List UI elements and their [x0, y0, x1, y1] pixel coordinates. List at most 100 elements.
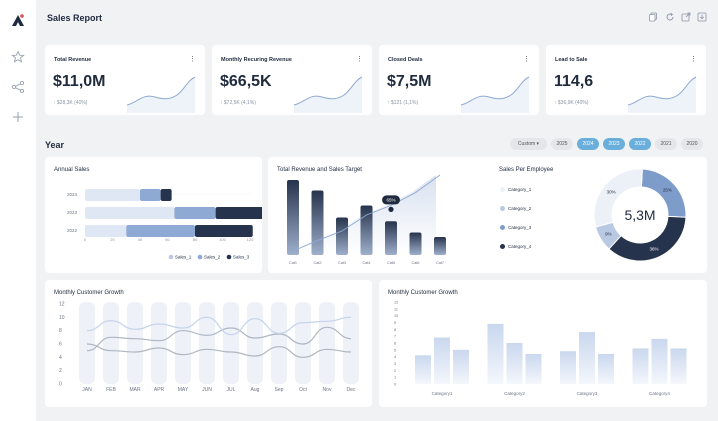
filter-2024[interactable]: 2024 [577, 138, 599, 150]
kpi-value: $11,0M [53, 73, 106, 90]
filter-2022[interactable]: 2022 [629, 138, 651, 150]
column-band [343, 302, 359, 384]
legend-item: Category_2 [500, 206, 532, 212]
copy-icon[interactable] [648, 12, 658, 22]
kpi-title: Monthly Recuring Revenue [221, 57, 292, 63]
plus-icon[interactable] [11, 110, 25, 124]
bar [434, 237, 446, 255]
more-icon[interactable]: ⋮ [189, 56, 196, 63]
legend-swatch [500, 187, 505, 193]
more-icon[interactable]: ⋮ [523, 56, 530, 63]
bar [487, 323, 504, 384]
tick-label: 11 [394, 307, 398, 311]
tick-label: 8 [59, 328, 62, 334]
legend-label: Sales_2 [204, 255, 221, 260]
category-label: FEB [106, 387, 116, 393]
tick-label: 10 [394, 314, 398, 318]
legend-swatch [500, 225, 505, 231]
filter-label: Custom [517, 141, 536, 147]
bar [525, 353, 542, 384]
legend-item: Category_1 [500, 187, 531, 193]
filter-2020[interactable]: 2020 [681, 138, 703, 150]
column-band [247, 302, 263, 384]
annual-sales-chart: 2024 2023 2022 0 20 40 60 80 100 120 Sales_1 Sales_… [67, 189, 262, 260]
column-band [223, 302, 239, 384]
external-link-icon[interactable] [681, 12, 691, 22]
card-title: Annual Sales [54, 167, 90, 173]
legend-item: Category_3 [500, 225, 531, 231]
category-label: Cat7 [436, 261, 444, 265]
donut-chart: 25% 36% 9% 30% 5,3M [593, 168, 687, 262]
filter-custom-dropdown[interactable]: Custom ▾ [510, 138, 547, 150]
tick-label: 80 [193, 237, 198, 242]
sparkline [627, 76, 697, 113]
highlight-point [388, 206, 394, 212]
bar [385, 221, 397, 255]
kpi-delta-text: $121 (1,1%) [390, 100, 419, 106]
legend-swatch [500, 244, 505, 250]
category-label: 2023 [67, 210, 78, 215]
kpi-value: $7,5M [387, 73, 432, 90]
category-label: Aug [251, 387, 260, 393]
legend-label: Sales_3 [233, 255, 250, 260]
filter-2023[interactable]: 2023 [603, 138, 625, 150]
filter-2021[interactable]: 2021 [655, 138, 677, 150]
bar [409, 232, 422, 255]
bar [651, 338, 668, 384]
kpi-card-mrr: Monthly Recuring Revenue ⋮ $66,5K ↑ $72,… [212, 45, 372, 115]
bar [434, 337, 450, 384]
category-label: Dec [347, 387, 356, 393]
legend-label: Category_2 [508, 206, 532, 211]
sparkline [126, 76, 196, 113]
tick-label: 4 [394, 355, 396, 359]
bar-segment [195, 225, 253, 237]
legend-item: Category_4 [500, 244, 531, 250]
more-icon[interactable]: ⋮ [356, 56, 363, 63]
kpi-delta: ↑ $121 (1,1%) [387, 100, 419, 106]
callout-bubble [382, 195, 400, 205]
kpi-card-lead-to-sale: Lead to Sale ⋮ 114,6 ↑ $36,9K (40%) [546, 45, 706, 115]
donut-center [615, 190, 665, 240]
bar [453, 349, 469, 384]
kpi-card-closed-deals: Closed Deals ⋮ $7,5M ↑ $121 (1,1%) [379, 45, 539, 115]
column-band [199, 302, 215, 384]
kpi-delta-text: $28,3K (40%) [56, 100, 88, 106]
side-rail [0, 0, 36, 421]
tick-label: 6 [394, 342, 396, 346]
revenue-target-chart: 100%90%80%70%60%50%40%30%20%10%0%Cat1Cat… [287, 174, 511, 265]
column-band [79, 302, 95, 384]
bar [336, 217, 348, 255]
column-band [271, 302, 287, 384]
slice-label: 9% [605, 232, 612, 237]
sales-per-employee-card: Sales Per Employee Category_1 Category_2… [490, 157, 707, 273]
kpi-delta-text: $72,5K (4,1%) [223, 100, 256, 106]
category-label: MAR [129, 387, 141, 393]
bar [287, 180, 299, 255]
bar-segment [174, 207, 216, 219]
column-band [175, 302, 191, 384]
tick-label: 9 [394, 321, 396, 325]
tick-label: 0 [84, 237, 87, 242]
kpi-value: $66,5K [220, 73, 272, 90]
kpi-delta: ↑ $28,3K (40%) [53, 100, 88, 106]
more-icon[interactable]: ⋮ [690, 56, 697, 63]
column-band [319, 302, 335, 384]
star-icon[interactable] [11, 50, 25, 64]
bar-segment [85, 189, 140, 201]
tick-label: 5 [394, 348, 396, 352]
kpi-delta: ↑ $36,9K (40%) [554, 100, 589, 106]
logo-icon[interactable] [10, 12, 26, 28]
legend-swatch [168, 254, 174, 260]
download-icon[interactable] [697, 12, 707, 22]
column-band [151, 302, 167, 384]
refresh-icon[interactable] [665, 12, 675, 22]
section-title-year: Year [45, 140, 65, 150]
filter-2025[interactable]: 2025 [551, 138, 573, 150]
tick-label: 12 [59, 302, 65, 308]
main-area: Sales Report Total Revenue ⋮ $11,0M ↑ $2… [36, 0, 718, 421]
tick-label: 3 [394, 362, 396, 366]
category-label: Oct [299, 387, 307, 393]
kpi-delta: ↑ $72,5K (4,1%) [220, 100, 256, 106]
legend-swatch [226, 254, 232, 260]
share-icon[interactable] [11, 80, 25, 94]
